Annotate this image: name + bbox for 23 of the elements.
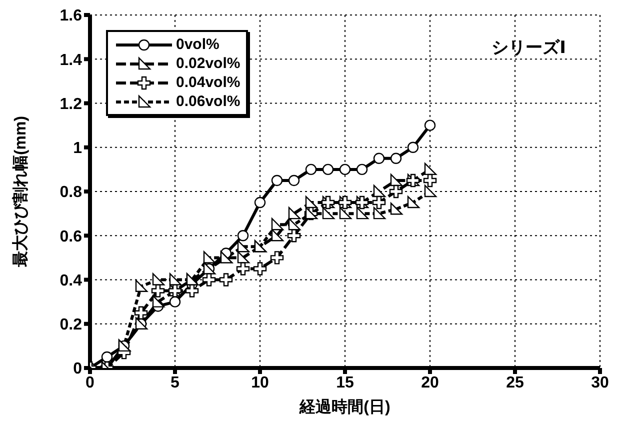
legend-label: 0.04vol%	[176, 74, 240, 91]
legend-label: 0vol%	[176, 36, 220, 53]
legend-label: 0.02vol%	[176, 55, 240, 72]
y-tick-label: 0.8	[60, 184, 82, 202]
y-tick-label: 1.4	[60, 52, 82, 69]
x-tick-label: 10	[251, 374, 269, 392]
annotation: シリーズⅠ	[492, 37, 566, 59]
x-tick-label: 0	[86, 374, 95, 392]
x-tick-label: 25	[506, 374, 524, 392]
y-tick-label: 0	[73, 360, 82, 378]
y-tick-label: 1.6	[60, 8, 82, 25]
y-axis-title: 最大ひび割れ幅(mm)	[12, 116, 30, 268]
x-tick-label: 30	[591, 374, 609, 392]
x-tick-label: 15	[336, 374, 354, 392]
y-tick-label: 0.4	[60, 272, 82, 290]
y-tick-label: 1	[73, 140, 82, 158]
x-axis-title: 経過時間(日)	[298, 398, 390, 416]
x-tick-label: 20	[421, 374, 439, 392]
legend-label: 0.06vol%	[176, 93, 240, 110]
x-tick-label: 5	[170, 374, 180, 392]
y-tick-label: 0.6	[60, 228, 82, 246]
y-tick-label: 1.2	[60, 96, 82, 113]
y-tick-label: 0.2	[60, 316, 82, 334]
